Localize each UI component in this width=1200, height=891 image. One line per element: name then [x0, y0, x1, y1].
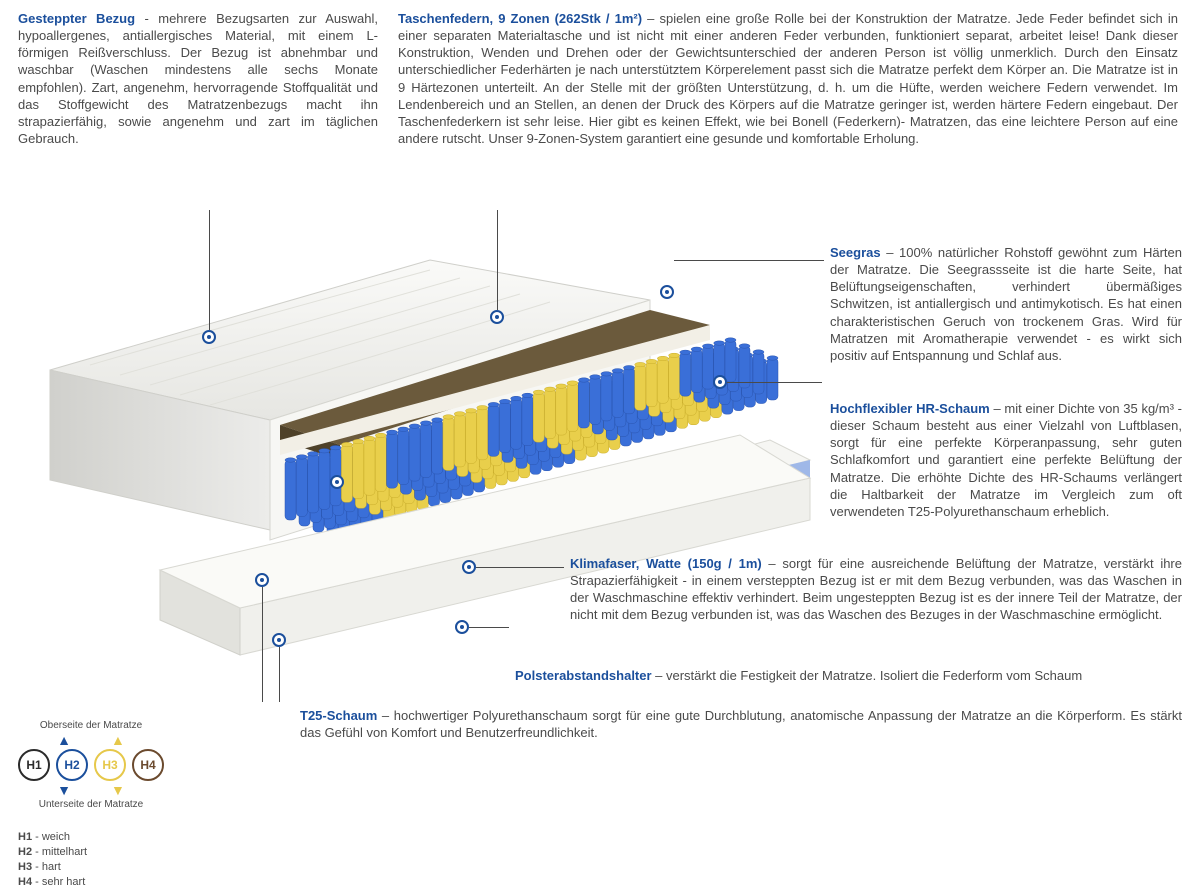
- cover-text: - mehrere Bezugsarten zur Auswahl, hypoa…: [18, 11, 378, 146]
- legend-circles: H1H2H3H4: [18, 749, 164, 781]
- polster-title: Polsterabstandshalter: [515, 668, 652, 683]
- springs-text: – spielen eine große Rolle bei der Konst…: [398, 11, 1178, 146]
- marker-hrfoam: [713, 375, 727, 389]
- polster-callout: Polsterabstandshalter – verstärkt die Fe…: [515, 667, 1183, 684]
- arrow-up-h2: ▲: [57, 733, 71, 747]
- hardness-legend: Oberseite der Matratze ▲ ▲ H1H2H3H4 ▼ ▼ …: [18, 720, 164, 810]
- t25-title: T25-Schaum: [300, 708, 377, 723]
- springs-title: Taschenfedern, 9 Zonen (262Stk / 1m²): [398, 11, 642, 26]
- arrow-up-h3: ▲: [111, 733, 125, 747]
- legend-top-label: Oberseite der Matratze: [18, 720, 164, 731]
- hardness-circle-H3: H3: [94, 749, 126, 781]
- hrfoam-text: – mit einer Dichte von 35 kg/m³ - dieser…: [830, 401, 1182, 519]
- arrow-down-h2: ▼: [57, 783, 71, 797]
- seagrass-text: – 100% natürlicher Rohstoff gewöhnt zum …: [830, 245, 1182, 363]
- marker-springs: [490, 310, 504, 324]
- hardness-circle-H2: H2: [56, 749, 88, 781]
- top-text-row: Gesteppter Bezug - mehrere Bezugsarten z…: [0, 0, 1200, 147]
- hrfoam-title: Hochflexibler HR-Schaum: [830, 401, 990, 416]
- cover-title: Gesteppter Bezug: [18, 11, 135, 26]
- seagrass-title: Seegras: [830, 245, 881, 260]
- hardness-list: H1 - weichH2 - mittelhartH3 - hartH4 - s…: [18, 830, 87, 889]
- hardness-row-H1: H1 - weich: [18, 830, 87, 845]
- legend-bottom-label: Unterseite der Matratze: [18, 799, 164, 810]
- hrfoam-callout: Hochflexibler HR-Schaum – mit einer Dich…: [830, 400, 1182, 520]
- arrow-down-h3: ▼: [111, 783, 125, 797]
- hardness-row-H2: H2 - mittelhart: [18, 845, 87, 860]
- klimafaser-title: Klimafaser, Watte (150g / 1m): [570, 556, 762, 571]
- hardness-row-H3: H3 - hart: [18, 860, 87, 875]
- hardness-circle-H1: H1: [18, 749, 50, 781]
- mattress-svg: [10, 220, 820, 720]
- polster-text: – verstärkt die Festigkeit der Matratze.…: [652, 668, 1083, 683]
- hardness-circle-H4: H4: [132, 749, 164, 781]
- springs-section: Taschenfedern, 9 Zonen (262Stk / 1m²) – …: [398, 10, 1178, 147]
- t25-callout: T25-Schaum – hochwertiger Polyurethansch…: [300, 707, 1182, 741]
- marker-seagrass: [660, 285, 674, 299]
- marker-klimafaser: [462, 560, 476, 574]
- marker-bottom: [255, 573, 269, 587]
- marker-polster: [455, 620, 469, 634]
- klimafaser-callout: Klimafaser, Watte (150g / 1m) – sorgt fü…: [570, 555, 1182, 624]
- cover-section: Gesteppter Bezug - mehrere Bezugsarten z…: [18, 10, 378, 147]
- marker-t25: [272, 633, 286, 647]
- t25-text: – hochwertiger Polyurethanschaum sorgt f…: [300, 708, 1182, 740]
- hardness-row-H4: H4 - sehr hart: [18, 875, 87, 890]
- marker-cover: [202, 330, 216, 344]
- seagrass-callout: Seegras – 100% natürlicher Rohstoff gewö…: [830, 244, 1182, 364]
- marker-side: [330, 475, 344, 489]
